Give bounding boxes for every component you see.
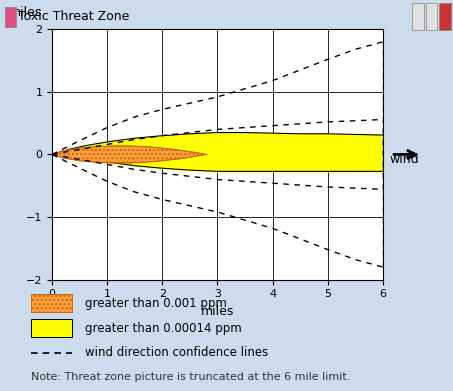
Bar <box>412 3 424 30</box>
Text: wind: wind <box>390 153 419 166</box>
Text: greater than 0.001 ppm: greater than 0.001 ppm <box>85 297 226 310</box>
Text: greater than 0.00014 ppm: greater than 0.00014 ppm <box>85 321 241 335</box>
Text: wind direction confidence lines: wind direction confidence lines <box>85 346 268 359</box>
Bar <box>426 3 437 30</box>
Text: Note: Threat zone picture is truncated at the 6 mile limit.: Note: Threat zone picture is truncated a… <box>31 372 350 382</box>
Text: miles: miles <box>9 6 43 19</box>
Bar <box>439 3 451 30</box>
X-axis label: miles: miles <box>201 305 234 318</box>
Text: Toxic Threat Zone: Toxic Threat Zone <box>18 10 130 23</box>
Bar <box>5 7 16 27</box>
